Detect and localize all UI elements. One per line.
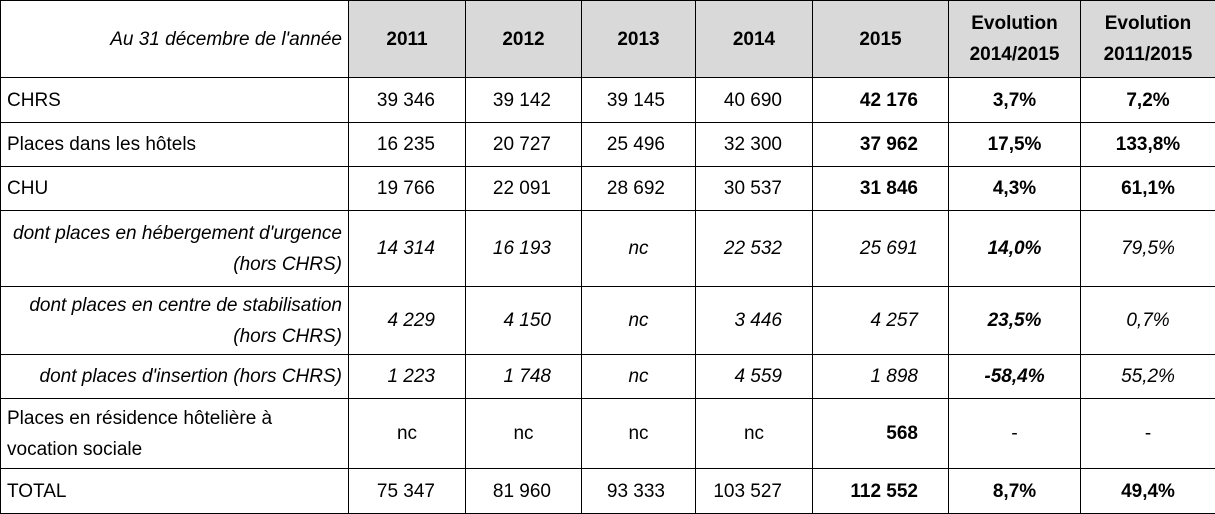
cell: 8,7% [949,469,1081,514]
cell: 14 314 [349,211,466,287]
cell: nc [696,399,813,469]
cell: 14,0% [949,211,1081,287]
cell: 75 347 [349,469,466,514]
cell: 55,2% [1081,355,1215,399]
cell: 1 898 [813,355,949,399]
row-label: CHU [1,167,349,211]
row-label: Places dans les hôtels [1,123,349,167]
column-header: 2013 [582,1,696,78]
column-header: 2011 [349,1,466,78]
cell: 1 223 [349,355,466,399]
cell: 25 691 [813,211,949,287]
cell: -58,4% [949,355,1081,399]
cell: 112 552 [813,469,949,514]
cell: 22 091 [466,167,582,211]
cell: 40 690 [696,78,813,123]
column-header: Evolution 2011/2015 [1081,1,1215,78]
cell: 568 [813,399,949,469]
row-label: Places en résidence hôtelière à vocation… [1,399,349,469]
table-row: dont places en centre de stabilisation (… [1,287,1215,355]
cell: 39 145 [582,78,696,123]
cell: - [949,399,1081,469]
cell: 4,3% [949,167,1081,211]
cell: 4 559 [696,355,813,399]
cell: 1 748 [466,355,582,399]
cell: 3 446 [696,287,813,355]
cell: nc [349,399,466,469]
table-row: dont places en hébergement d'urgence (ho… [1,211,1215,287]
cell: 81 960 [466,469,582,514]
cell: 32 300 [696,123,813,167]
cell: 4 257 [813,287,949,355]
cell: 17,5% [949,123,1081,167]
cell: 22 532 [696,211,813,287]
cell: 4 150 [466,287,582,355]
cell: 79,5% [1081,211,1215,287]
cell: 19 766 [349,167,466,211]
cell: 16 193 [466,211,582,287]
cell: 4 229 [349,287,466,355]
cell: 42 176 [813,78,949,123]
cell: nc [582,355,696,399]
cell: 93 333 [582,469,696,514]
column-header: 2015 [813,1,949,78]
cell: 61,1% [1081,167,1215,211]
cell: 31 846 [813,167,949,211]
cell: 20 727 [466,123,582,167]
cell: 30 537 [696,167,813,211]
table-row: dont places d'insertion (hors CHRS)1 223… [1,355,1215,399]
cell: 3,7% [949,78,1081,123]
table-row: Places en résidence hôtelière à vocation… [1,399,1215,469]
cell: 133,8% [1081,123,1215,167]
row-label: TOTAL [1,469,349,514]
cell: 37 962 [813,123,949,167]
header-caption: Au 31 décembre de l'année [1,1,349,78]
column-header: 2014 [696,1,813,78]
cell: - [1081,399,1215,469]
cell: 7,2% [1081,78,1215,123]
cell: 16 235 [349,123,466,167]
row-label: dont places en hébergement d'urgence (ho… [1,211,349,287]
column-header: Evolution 2014/2015 [949,1,1081,78]
cell: 103 527 [696,469,813,514]
column-header: 2012 [466,1,582,78]
cell: 23,5% [949,287,1081,355]
cell: nc [466,399,582,469]
cell: 0,7% [1081,287,1215,355]
cell: nc [582,211,696,287]
row-label: dont places d'insertion (hors CHRS) [1,355,349,399]
cell: 49,4% [1081,469,1215,514]
cell: 39 142 [466,78,582,123]
row-label: CHRS [1,78,349,123]
cell: nc [582,287,696,355]
row-label: dont places en centre de stabilisation (… [1,287,349,355]
cell: 28 692 [582,167,696,211]
cell: nc [582,399,696,469]
cell: 25 496 [582,123,696,167]
cell: 39 346 [349,78,466,123]
